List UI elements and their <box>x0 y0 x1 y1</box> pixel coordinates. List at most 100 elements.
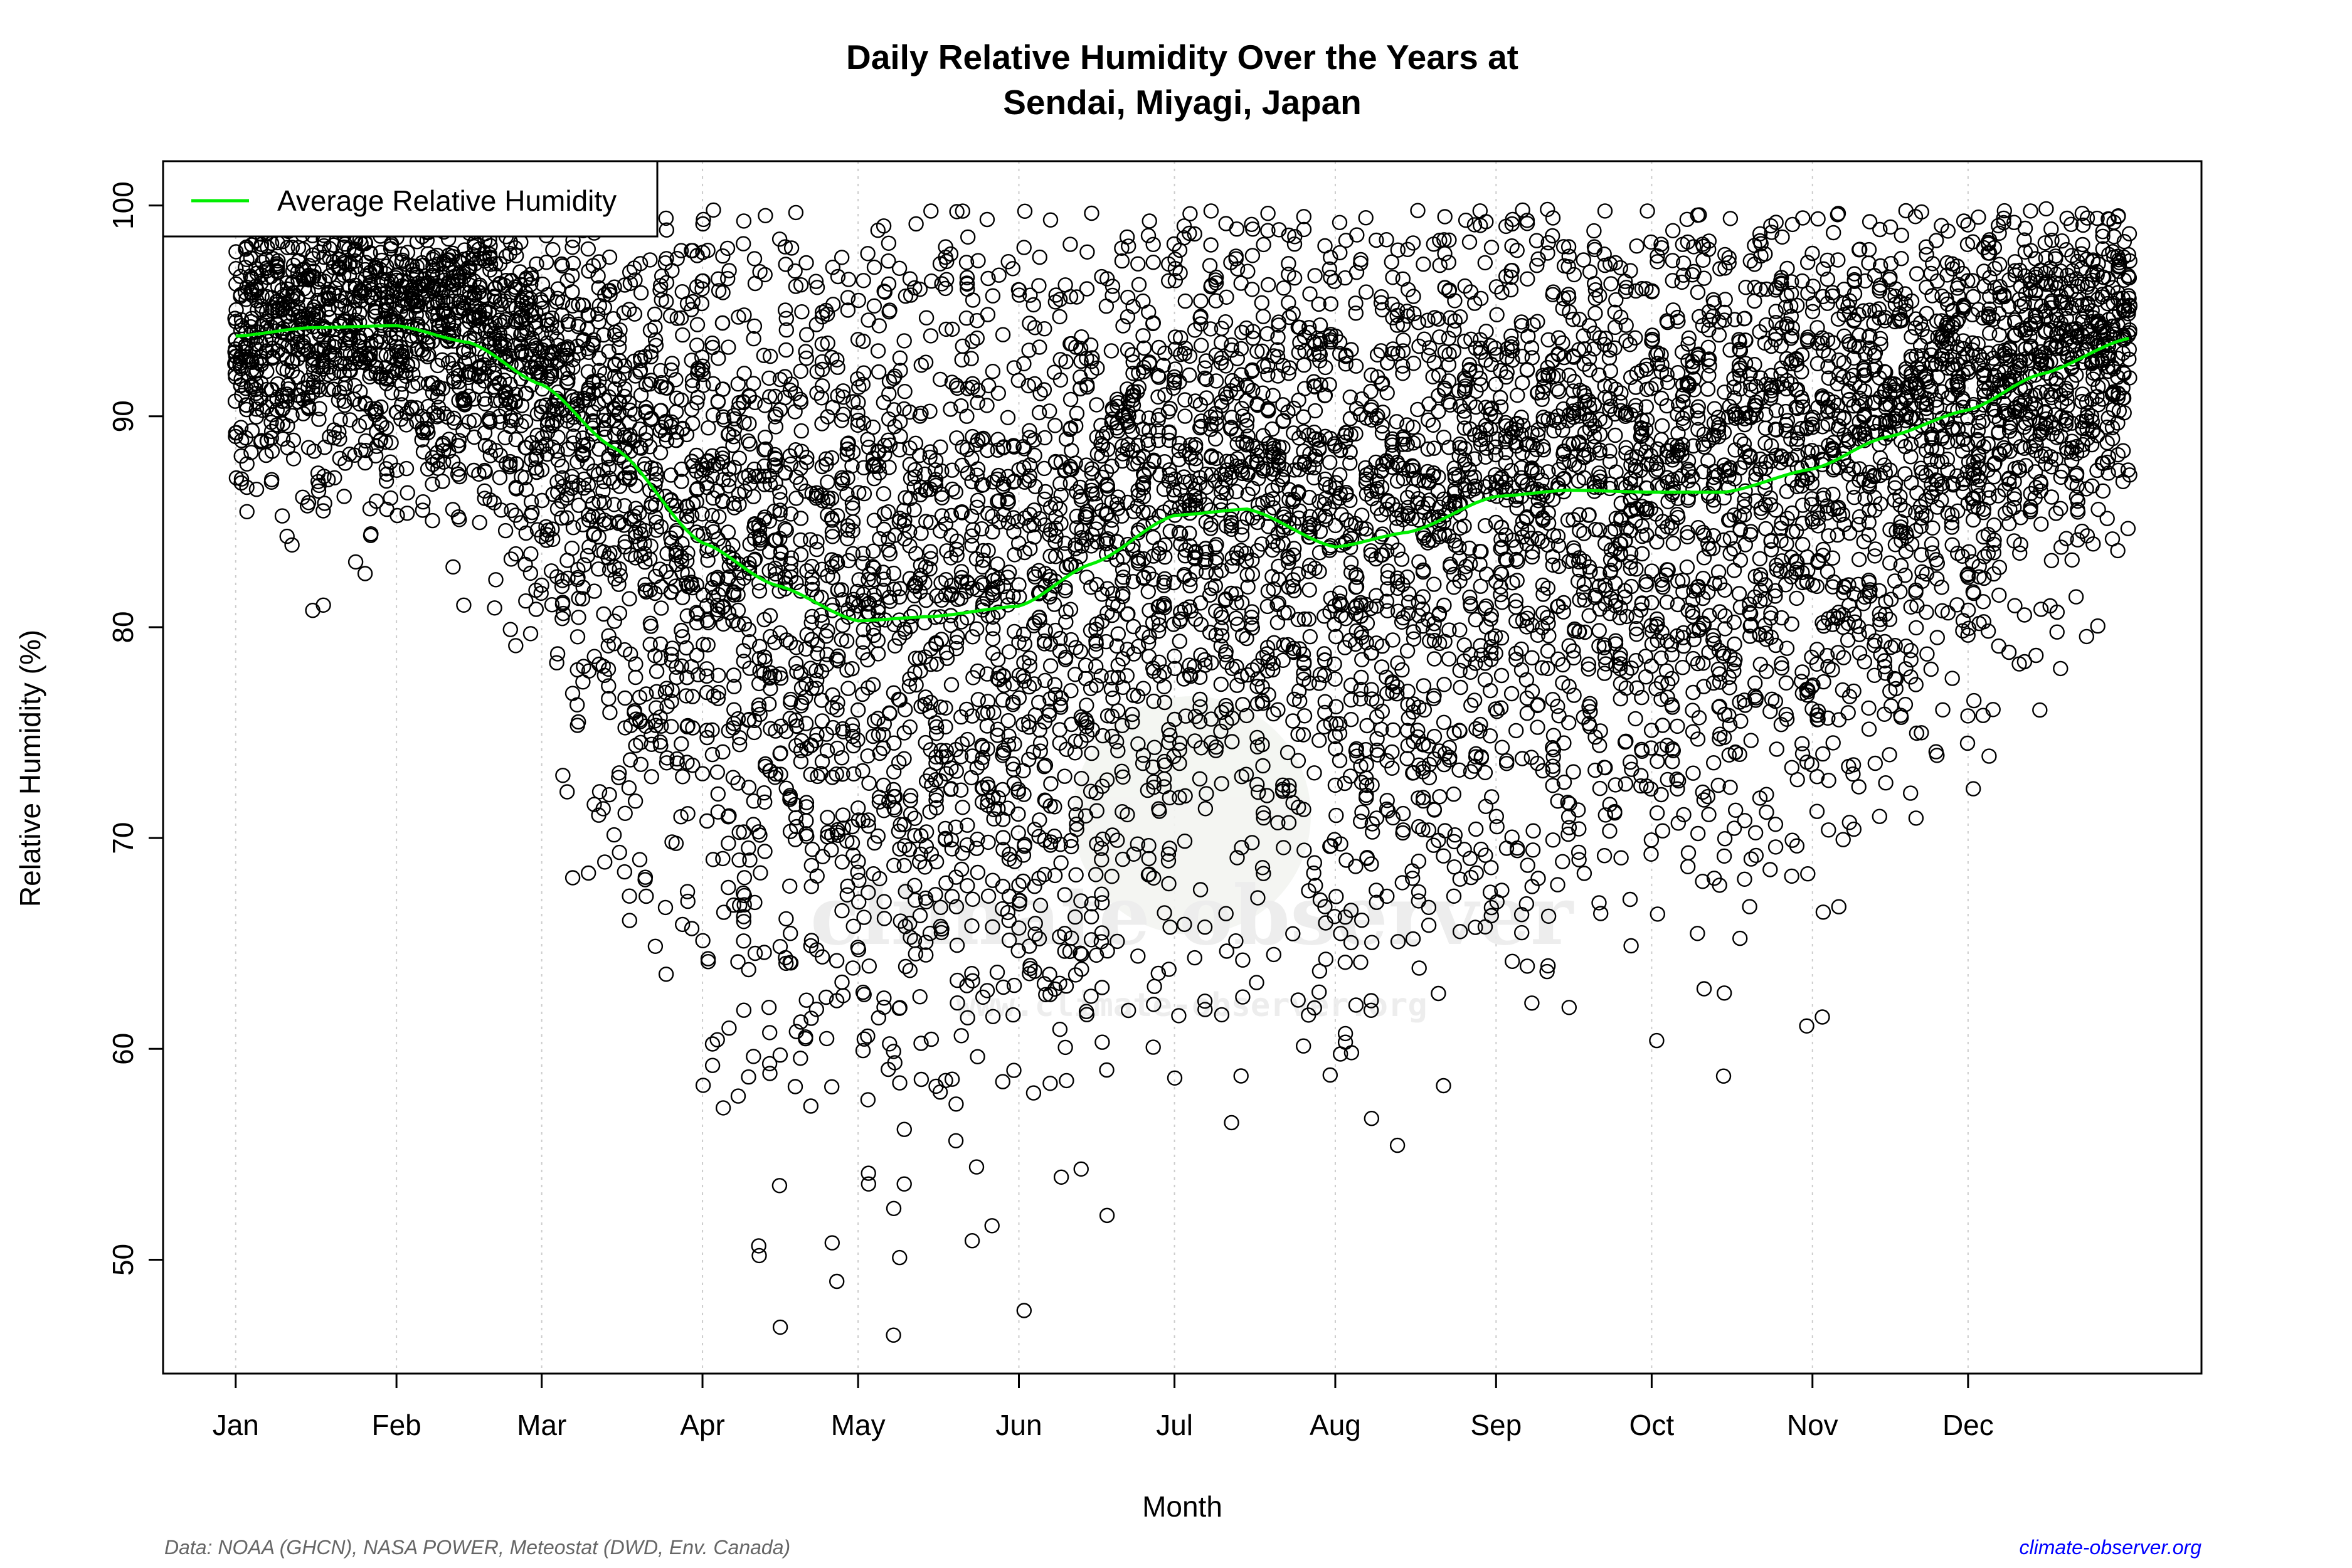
data-point <box>628 738 644 753</box>
data-point <box>388 334 404 350</box>
data-point <box>761 999 777 1015</box>
data-point <box>793 753 809 770</box>
data-point <box>628 669 644 686</box>
data-point <box>467 256 483 272</box>
data-point <box>746 1049 761 1064</box>
data-point <box>430 389 446 405</box>
data-point <box>472 514 487 531</box>
data-point <box>234 317 250 334</box>
data-point <box>617 805 633 822</box>
data-point <box>746 251 763 267</box>
data-point <box>400 357 416 373</box>
data-point <box>1266 706 1281 722</box>
data-point <box>684 921 700 936</box>
data-point <box>1131 277 1147 292</box>
data-point <box>398 460 415 477</box>
data-point <box>918 354 934 370</box>
data-point <box>964 450 980 467</box>
data-point <box>451 433 467 448</box>
data-point <box>689 317 706 332</box>
data-point <box>1379 232 1394 248</box>
data-point <box>960 229 976 245</box>
data-point <box>336 381 352 396</box>
data-point <box>985 364 1001 379</box>
data-point <box>844 660 860 677</box>
data-point <box>1255 309 1271 324</box>
data-point <box>436 406 452 421</box>
data-point <box>989 964 1005 980</box>
data-point <box>736 870 753 886</box>
data-point <box>456 597 472 613</box>
data-point <box>876 990 892 1006</box>
data-point <box>326 339 342 354</box>
data-point <box>569 697 585 713</box>
data-point <box>1079 697 1094 713</box>
data-point <box>243 445 259 460</box>
data-point <box>430 358 446 374</box>
data-point <box>829 766 844 782</box>
data-point <box>959 408 975 424</box>
data-point <box>337 346 353 361</box>
data-point <box>715 248 731 264</box>
data-point <box>280 418 295 434</box>
data-point <box>913 1071 930 1088</box>
data-point <box>979 211 995 228</box>
data-point <box>1125 618 1142 635</box>
data-point <box>1064 443 1079 458</box>
data-point <box>985 288 1001 304</box>
data-point <box>787 1079 803 1094</box>
data-point <box>315 597 331 613</box>
data-point <box>591 529 607 545</box>
data-point <box>1017 203 1033 219</box>
data-point <box>882 706 898 722</box>
data-point <box>704 1057 721 1073</box>
data-point <box>1354 652 1370 668</box>
data-point <box>892 1075 908 1091</box>
data-point <box>793 363 808 379</box>
data-point <box>393 386 409 402</box>
data-point <box>564 284 580 300</box>
data-point <box>876 486 892 502</box>
data-point <box>1396 822 1411 838</box>
data-point <box>1142 213 1157 229</box>
data-point <box>482 238 498 253</box>
data-point <box>621 780 637 796</box>
data-point <box>969 330 985 346</box>
data-point <box>719 271 736 287</box>
data-point <box>306 443 322 459</box>
data-point <box>1182 348 1198 364</box>
data-point <box>990 556 1005 572</box>
data-point <box>508 638 524 654</box>
data-point <box>430 407 446 423</box>
data-point <box>1234 628 1251 644</box>
data-point <box>642 252 658 268</box>
data-point <box>263 430 279 446</box>
data-point <box>472 277 488 293</box>
data-point <box>922 561 938 577</box>
data-point <box>398 344 414 361</box>
data-point <box>953 1028 969 1044</box>
data-point <box>714 315 731 331</box>
data-point <box>409 258 425 274</box>
data-point <box>482 257 499 272</box>
data-point <box>870 343 886 359</box>
data-point <box>948 1096 964 1112</box>
data-point <box>284 408 300 423</box>
data-point <box>1057 1039 1073 1056</box>
data-point <box>295 315 311 331</box>
data-point <box>948 1133 964 1149</box>
data-point <box>721 1020 737 1036</box>
data-point <box>1244 248 1261 263</box>
data-point <box>352 314 368 331</box>
data-point <box>1145 1039 1161 1055</box>
data-point <box>1244 282 1260 297</box>
data-point <box>1052 309 1067 325</box>
data-point <box>820 474 835 490</box>
data-point <box>778 342 794 358</box>
data-point <box>284 240 300 255</box>
data-point <box>347 253 363 269</box>
data-point <box>351 305 368 321</box>
data-point <box>420 349 435 364</box>
data-point <box>239 504 255 519</box>
data-point <box>720 524 736 540</box>
